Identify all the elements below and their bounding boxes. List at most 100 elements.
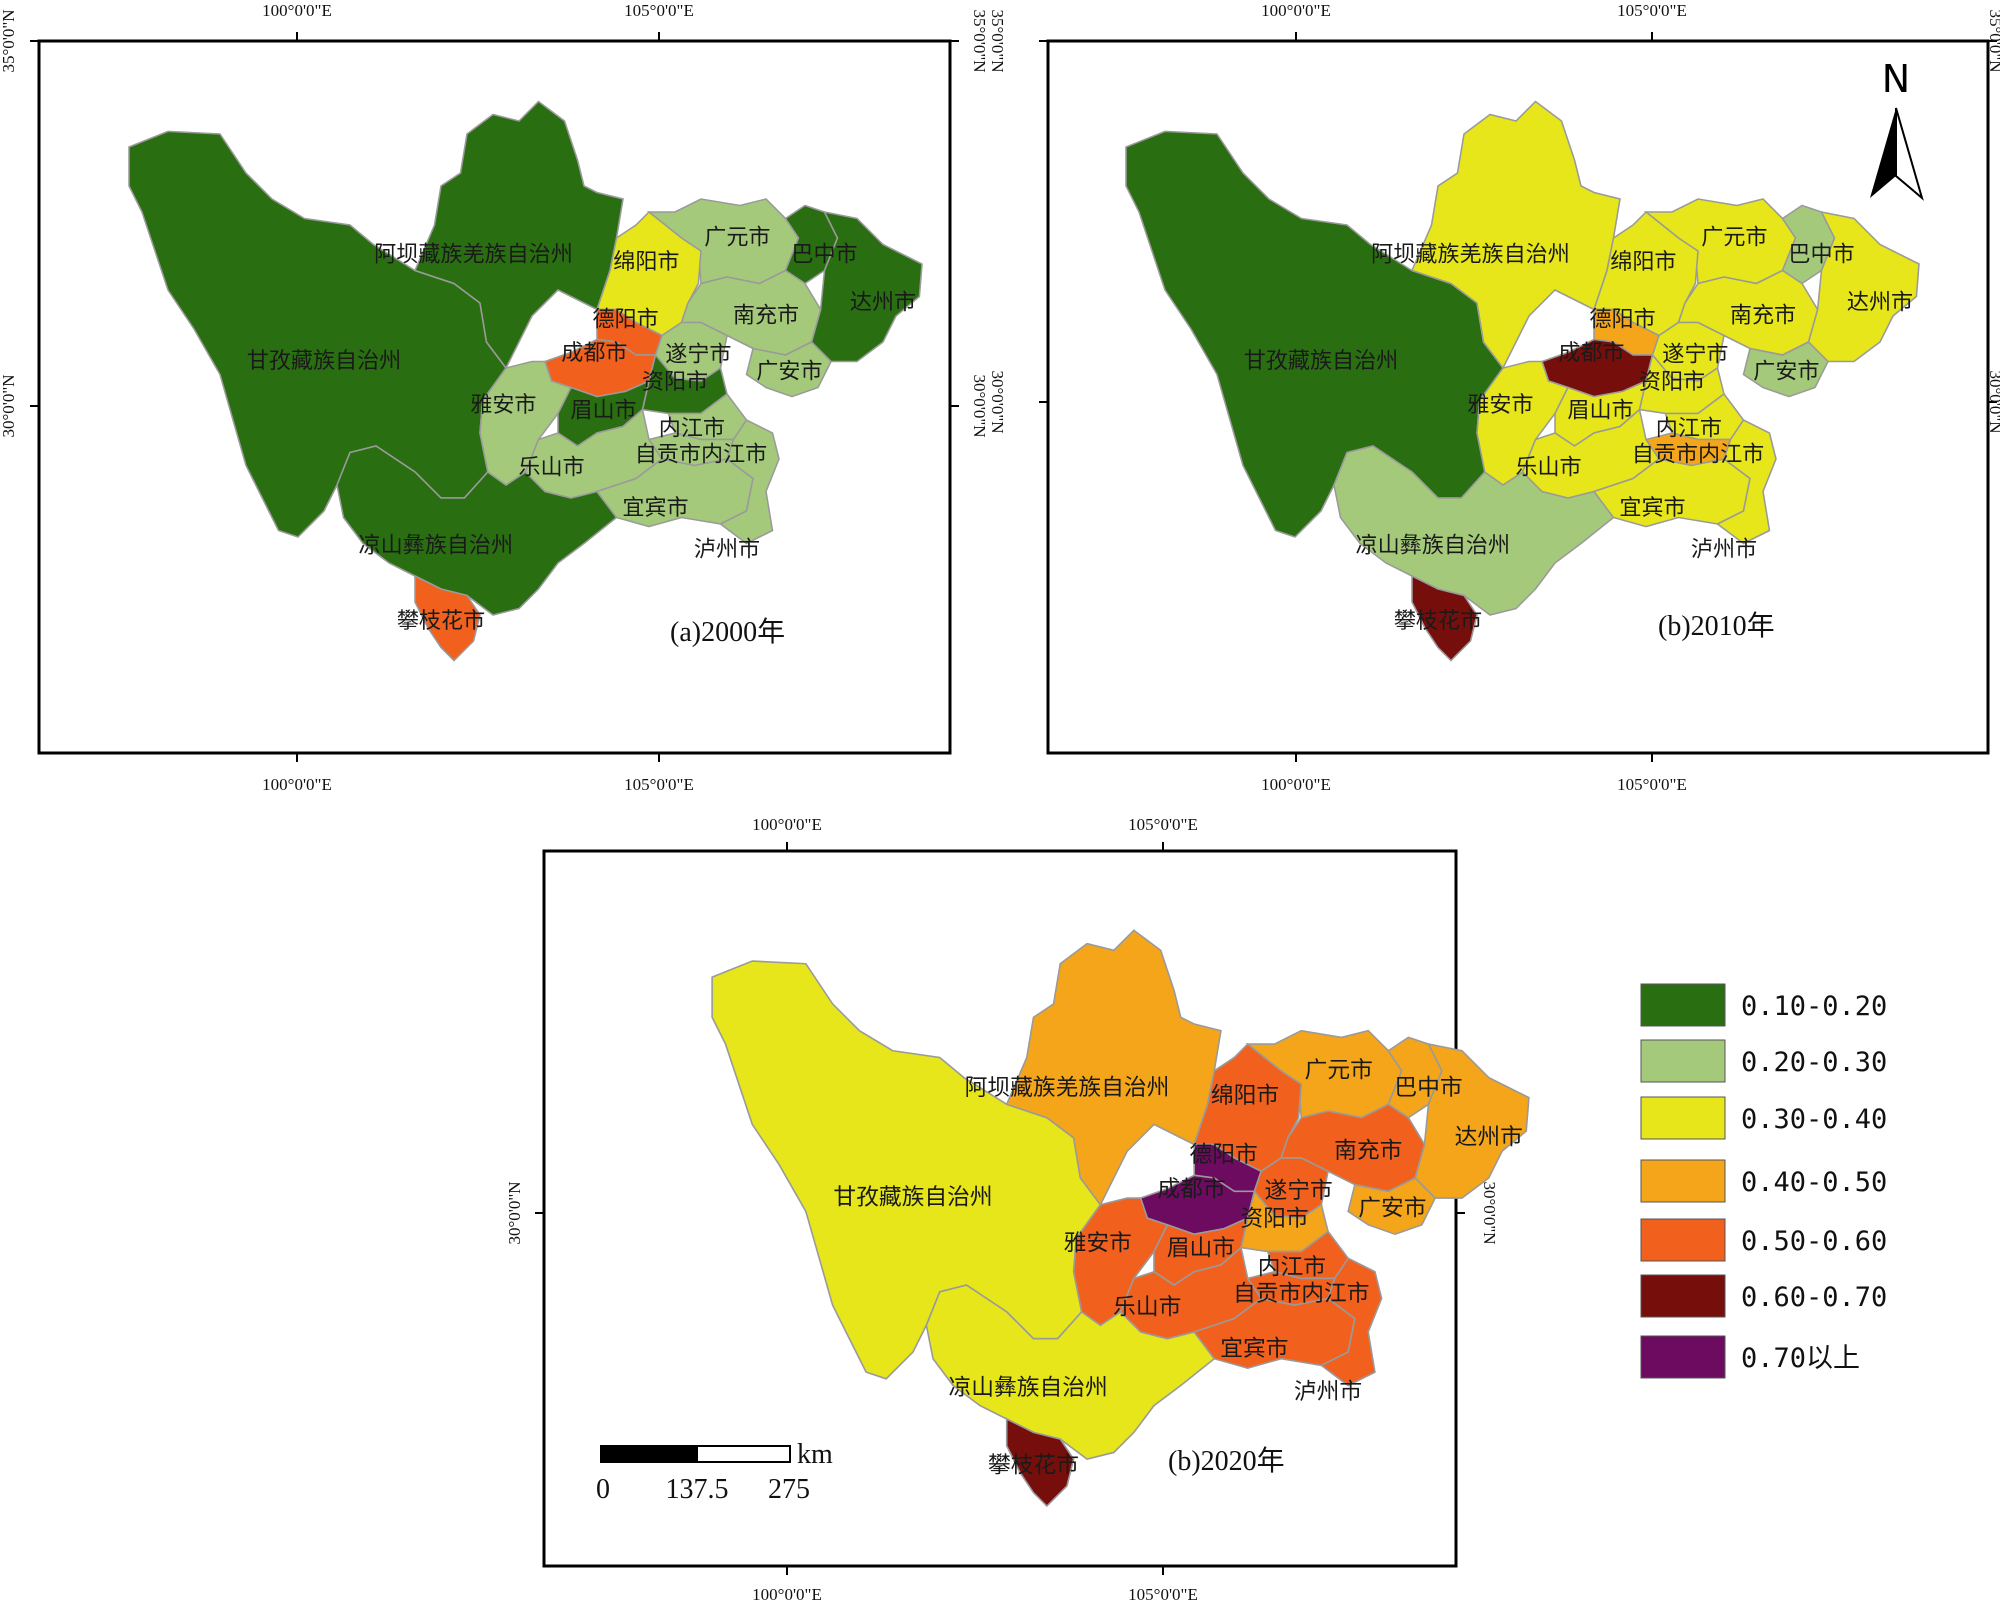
region-label-suining: 遂宁市: [1662, 342, 1728, 368]
region-label-dazhou: 达州市: [1455, 1124, 1523, 1150]
region-label-neijiang: 内江市: [659, 416, 725, 442]
region-label-luzhou: 泸州市: [694, 537, 760, 563]
region-label-panzhihua: 攀枝花市: [397, 608, 485, 634]
region-panzhihua: [1005, 1417, 1075, 1508]
region-label-chengdu: 成都市: [1558, 340, 1624, 366]
region-ziyang: [641, 353, 728, 415]
region-ziyang: [1638, 353, 1725, 415]
region-label-aba: 阿坝藏族羌族自治州: [965, 1075, 1170, 1101]
region-label-zigong_neijiang: 自贡市内江市: [635, 442, 767, 468]
lat-30-left: 30°0'0"N: [505, 1181, 524, 1244]
region-label-dazhou: 达州市: [1847, 290, 1913, 316]
north-arrow-icon: [1895, 107, 1924, 201]
scale-tick: 137.5: [666, 1474, 729, 1505]
legend-label: 0.40-0.50: [1741, 1167, 1887, 1198]
region-label-luzhou: 泸州市: [1294, 1379, 1362, 1405]
region-label-bazhong: 巴中市: [1788, 241, 1854, 267]
legend: 0.10-0.20 0.20-0.30 0.30-0.40 0.40-0.50 0.50…: [1640, 983, 1887, 1379]
scale-unit: km: [797, 1439, 833, 1470]
lon-100-top: 100°0'0"E: [1261, 1, 1331, 20]
region-aba: [413, 100, 624, 370]
map-frame: [542, 849, 1458, 1568]
region-label-deyang: 德阳市: [1189, 1142, 1257, 1168]
legend-swatch: [1640, 983, 1726, 1027]
region-label-yaan: 雅安市: [1467, 392, 1533, 418]
region-luzhou: [1319, 1257, 1383, 1387]
region-label-meishan: 眉山市: [570, 397, 636, 423]
region-label-deyang: 德阳市: [592, 306, 658, 332]
region-label-zigong_neijiang: 自贡市内江市: [1632, 442, 1764, 468]
legend-label: 0.20-0.30: [1741, 1047, 1887, 1078]
legend-swatch: [1640, 1274, 1726, 1318]
region-label-guangan: 广安市: [1358, 1195, 1426, 1221]
region-label-yibin: 宜宾市: [1619, 495, 1685, 521]
region-panzhihua: [1411, 574, 1478, 662]
region-label-nanchong: 南充市: [1730, 303, 1796, 329]
lat-35-right: 35°0'0"N: [970, 9, 989, 72]
region-guangan: [1347, 1176, 1437, 1236]
region-label-yibin: 宜宾市: [1220, 1336, 1288, 1362]
region-label-nanchong: 南充市: [1334, 1138, 1402, 1164]
region-label-luzhou: 泸州市: [1691, 537, 1757, 563]
region-label-chengdu: 成都市: [1157, 1177, 1225, 1203]
region-label-guangyuan: 广元市: [1701, 225, 1767, 251]
region-luzhou: [719, 418, 780, 545]
region-label-aba: 阿坝藏族羌族自治州: [1371, 241, 1570, 267]
lon-100-top: 100°0'0"E: [262, 1, 332, 20]
region-label-ganzi: 甘孜藏族自治州: [1244, 348, 1399, 374]
legend-label: 0.70以上: [1741, 1343, 1860, 1374]
lat-35-left: 35°0'0"N: [988, 9, 1007, 72]
region-label-liangshan: 凉山彝族自治州: [359, 533, 514, 559]
region-label-guangyuan: 广元市: [1305, 1058, 1373, 1084]
legend-swatch: [1640, 1335, 1726, 1379]
north-arrow-label: N: [1882, 57, 1910, 101]
region-label-neijiang: 内江市: [1258, 1254, 1326, 1280]
legend-label: 0.10-0.20: [1741, 991, 1887, 1022]
region-label-liangshan: 凉山彝族自治州: [1356, 533, 1511, 559]
north-arrow-icon: [1870, 108, 1896, 198]
lat-30-right: 30°0'0"N: [1480, 1181, 1499, 1244]
region-label-zigong_neijiang: 自贡市内江市: [1233, 1281, 1370, 1307]
legend-label: 0.50-0.60: [1741, 1226, 1887, 1257]
region-dazhou: [810, 210, 923, 363]
region-dazhou: [1414, 1042, 1530, 1199]
region-label-meishan: 眉山市: [1567, 397, 1633, 423]
region-guangan: [1742, 341, 1829, 398]
region-label-yaan: 雅安市: [470, 392, 536, 418]
region-label-ziyang: 资阳市: [1240, 1206, 1308, 1232]
region-label-guangan: 广安市: [1753, 358, 1819, 384]
region-label-meishan: 眉山市: [1167, 1236, 1235, 1262]
scale-tick: 275: [768, 1474, 810, 1505]
lon-105-top: 105°0'0"E: [1617, 1, 1687, 20]
lon-105-bottom: 105°0'0"E: [1128, 1585, 1198, 1604]
region-label-panzhihua: 攀枝花市: [1394, 608, 1482, 634]
region-label-ziyang: 资阳市: [642, 369, 708, 395]
lon-100-bottom: 100°0'0"E: [1261, 775, 1331, 794]
region-label-guangyuan: 广元市: [704, 225, 770, 251]
region-leshan: [1119, 1246, 1263, 1340]
region-label-leshan: 乐山市: [518, 455, 584, 481]
region-label-leshan: 乐山市: [1515, 455, 1581, 481]
region-label-dazhou: 达州市: [850, 290, 916, 316]
legend-swatch: [1640, 1039, 1726, 1083]
region-label-ganzi: 甘孜藏族自治州: [833, 1185, 992, 1211]
region-label-yibin: 宜宾市: [622, 495, 688, 521]
lon-105-bottom: 105°0'0"E: [624, 775, 694, 794]
region-label-leshan: 乐山市: [1113, 1295, 1181, 1321]
lon-100-top: 100°0'0"E: [752, 815, 822, 834]
region-label-suining: 遂宁市: [665, 342, 731, 368]
legend-swatch: [1640, 1218, 1726, 1262]
north-arrow: N: [1870, 57, 1924, 201]
legend-swatch: [1640, 1159, 1726, 1203]
region-label-suining: 遂宁市: [1264, 1178, 1332, 1204]
panel-title: (a)2000年: [670, 616, 785, 648]
region-leshan: [1521, 408, 1661, 499]
region-label-bazhong: 巴中市: [1394, 1075, 1462, 1101]
legend-label: 0.60-0.70: [1741, 1282, 1887, 1313]
lon-100-bottom: 100°0'0"E: [752, 1585, 822, 1604]
region-label-mianyang: 绵阳市: [613, 249, 679, 275]
